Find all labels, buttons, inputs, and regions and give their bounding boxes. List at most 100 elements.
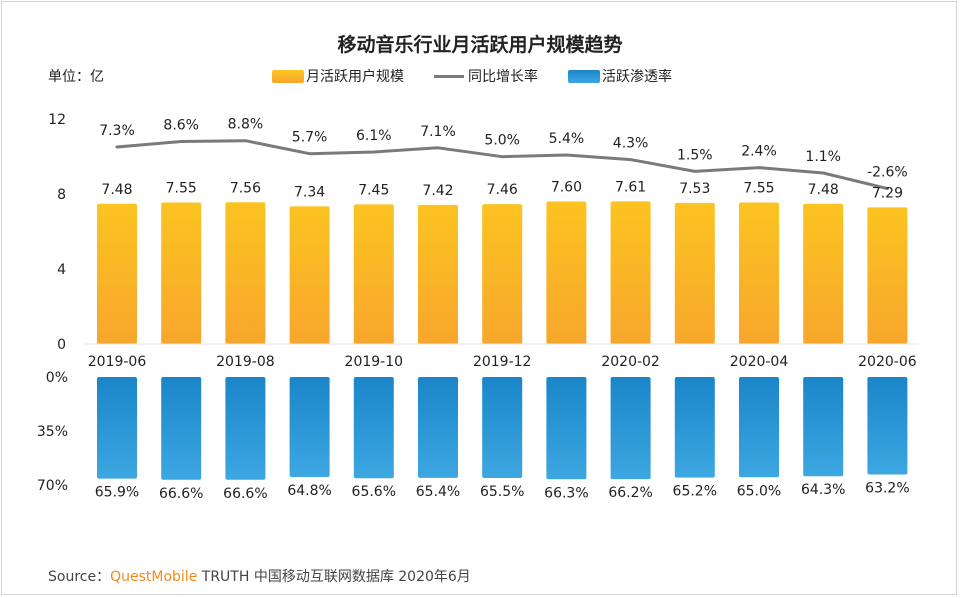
mau-bar — [161, 202, 202, 344]
yoy-data-label: 4.3% — [613, 136, 649, 152]
mau-data-label: 7.29 — [872, 185, 903, 201]
penetration-bar — [289, 377, 330, 477]
bottom-y-tick-label: 0% — [46, 370, 68, 386]
mau-bar — [867, 207, 908, 344]
legend-swatch-yoy — [434, 74, 464, 78]
mau-data-label: 7.42 — [422, 183, 453, 199]
mau-bar — [482, 204, 523, 344]
mau-bar — [418, 204, 458, 344]
yoy-data-label: 5.0% — [484, 133, 520, 149]
legend-item-yoy: 同比增长率 — [434, 66, 538, 86]
legend-item-penetration: 活跃渗透率 — [568, 66, 672, 86]
mau-bar — [739, 202, 779, 344]
penetration-bar — [546, 377, 587, 480]
penetration-data-label: 65.2% — [673, 484, 717, 500]
yoy-data-label: 7.3% — [99, 123, 135, 139]
mau-data-label: 7.48 — [808, 182, 839, 198]
mau-data-label: 7.34 — [294, 184, 325, 200]
yoy-data-label: 8.8% — [228, 117, 264, 133]
mau-bar — [225, 202, 266, 344]
mau-data-label: 7.45 — [358, 182, 389, 198]
source-brand: QuestMobile — [110, 569, 198, 585]
top-y-tick-label: 0 — [57, 337, 66, 353]
bottom-y-tick-label: 35% — [37, 424, 68, 440]
penetration-data-label: 64.3% — [801, 482, 845, 498]
penetration-bar — [739, 377, 779, 478]
penetration-data-label: 66.3% — [544, 485, 588, 501]
x-tick-label: 2020-06 — [858, 354, 917, 370]
yoy-data-label: 7.1% — [420, 124, 456, 140]
top-y-tick-label: 8 — [57, 187, 66, 203]
unit-label: 单位：亿 — [48, 69, 104, 85]
yoy-data-label: 8.6% — [163, 118, 199, 134]
top-y-axis: 0 4 8 12 — [48, 112, 66, 353]
penetration-bar — [867, 377, 908, 475]
yoy-data-label: 1.1% — [805, 149, 841, 165]
penetration-bar — [161, 377, 202, 480]
chart-title: 移动音乐行业月活跃用户规模趋势 — [337, 34, 623, 56]
yoy-data-label: 6.1% — [356, 128, 392, 144]
mau-data-label: 7.53 — [679, 181, 710, 197]
penetration-data-label: 66.6% — [223, 486, 267, 502]
mau-bar — [97, 203, 137, 344]
mau-data-label: 7.56 — [230, 180, 261, 196]
penetration-bar — [353, 377, 394, 479]
penetration-bar — [97, 377, 137, 479]
mau-bar — [353, 204, 394, 344]
x-tick-label: 2020-04 — [730, 354, 789, 370]
penetration-data-label: 65.0% — [737, 483, 781, 499]
penetration-data-label: 66.6% — [159, 486, 203, 502]
legend-item-mau: 月活跃用户规模 — [272, 66, 404, 86]
source-note: Source：QuestMobile TRUTH 中国移动互联网数据库 2020… — [48, 566, 471, 586]
mau-data-label: 7.46 — [487, 182, 518, 198]
yoy-data-label: 2.4% — [741, 144, 777, 160]
mau-data-label: 7.61 — [615, 179, 646, 195]
penetration-data-label: 66.2% — [608, 485, 652, 501]
yoy-line — [115, 139, 889, 191]
x-tick-label: 2019-08 — [216, 354, 275, 370]
legend: 月活跃用户规模 同比增长率 活跃渗透率 — [272, 66, 702, 86]
mau-data-label: 7.55 — [743, 180, 774, 196]
mau-bar — [803, 203, 844, 344]
penetration-data-label: 65.4% — [416, 484, 460, 500]
penetration-bar — [674, 377, 715, 478]
mau-data-label: 7.60 — [551, 180, 582, 196]
data-labels: 7.48 65.9% 7.55 66.6% 7.56 66.6% 7.34 64.8% 7.45… — [95, 117, 910, 502]
penetration-bar — [225, 377, 266, 480]
penetration-data-label: 65.6% — [352, 484, 396, 500]
mau-data-label: 7.55 — [166, 180, 197, 196]
mau-data-label: 7.48 — [101, 182, 132, 198]
top-y-tick-label: 12 — [48, 112, 66, 128]
x-axis-ticks: 2019-06 2019-08 2019-10 2019-12 2020-02 2020-… — [84, 343, 918, 370]
penetration-data-label: 65.9% — [95, 485, 139, 501]
x-tick-label: 2019-12 — [473, 354, 532, 370]
penetration-bar — [610, 377, 651, 480]
legend-swatch-mau — [272, 69, 304, 83]
legend-label-penetration: 活跃渗透率 — [602, 69, 672, 85]
yoy-data-label: 5.7% — [292, 130, 328, 146]
legend-swatch-penetration — [568, 69, 600, 83]
bottom-y-axis: 0% 35% 70% — [37, 370, 68, 494]
x-tick-label: 2019-06 — [88, 354, 147, 370]
x-tick-label: 2019-10 — [345, 354, 404, 370]
penetration-data-label: 63.2% — [865, 481, 909, 497]
bottom-y-tick-label: 70% — [37, 478, 68, 494]
penetration-data-label: 65.5% — [480, 484, 524, 500]
penetration-bars — [97, 377, 908, 480]
penetration-bar — [482, 377, 523, 479]
mau-bar — [289, 206, 330, 344]
mau-bar — [674, 202, 715, 344]
mau-bars — [97, 201, 908, 344]
yoy-data-label: -2.6% — [867, 165, 908, 181]
legend-label-yoy: 同比增长率 — [468, 69, 538, 85]
penetration-bar — [803, 377, 844, 477]
yoy-data-label: 5.4% — [549, 131, 585, 147]
yoy-data-label: 1.5% — [677, 147, 713, 163]
source-prefix: Source： — [48, 569, 111, 585]
penetration-data-label: 64.8% — [287, 483, 331, 499]
top-y-tick-label: 4 — [57, 262, 66, 278]
mau-bar — [610, 201, 651, 344]
mau-bar — [546, 201, 587, 344]
